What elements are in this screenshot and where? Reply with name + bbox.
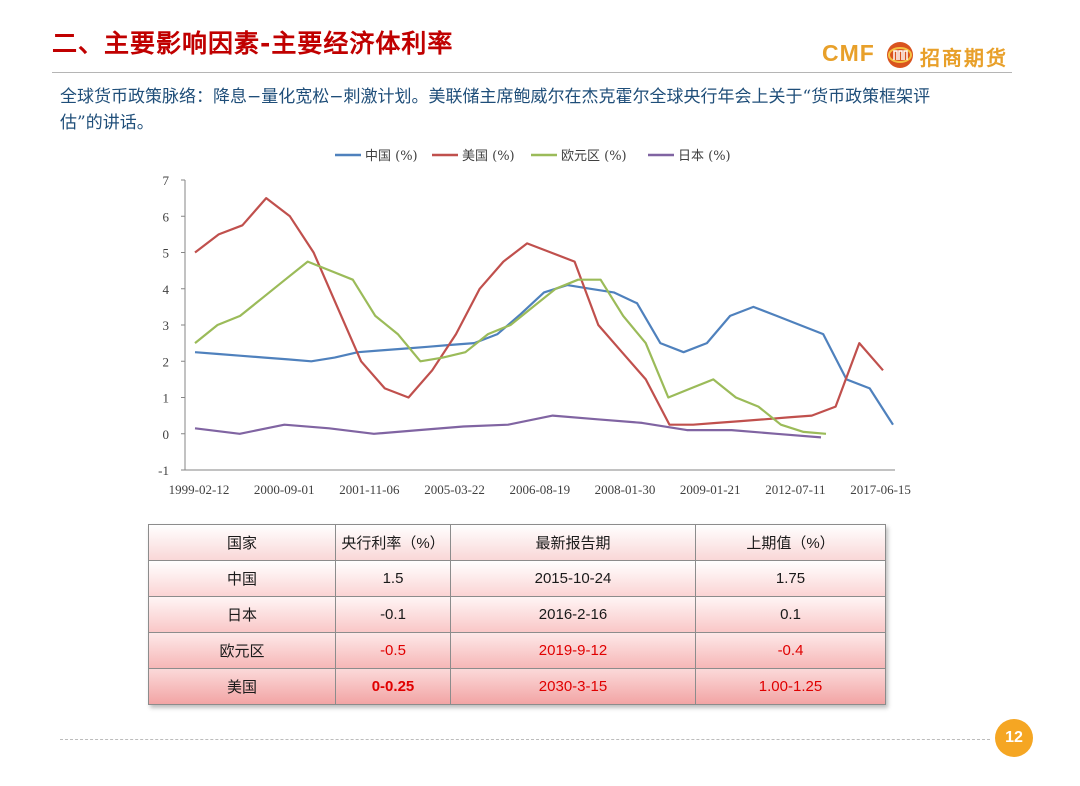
- legend-label: 中国 (%): [365, 149, 418, 164]
- cell-previous: 0.1: [695, 596, 886, 633]
- y-axis: 7 6 5 4 3 2 1 0 -1: [158, 173, 186, 478]
- page-number-badge: 12: [995, 719, 1033, 757]
- cell-rate: 1.5: [335, 560, 451, 597]
- legend-label: 日本 (%): [678, 149, 731, 164]
- y-tick-label: 0: [163, 427, 170, 442]
- interest-rate-table: 国家 央行利率（%） 最新报告期 上期值（%） 中国 1.5 2015-10-2…: [148, 524, 886, 705]
- x-tick-label: 2017-06-15: [850, 482, 911, 497]
- y-tick-label: 2: [163, 354, 170, 369]
- series-line-1: [194, 197, 884, 426]
- y-tick-label: 3: [163, 318, 170, 333]
- series-line-3: [194, 414, 822, 439]
- cell-report-date: 2019-9-12: [450, 632, 696, 669]
- x-tick-label: 2012-07-11: [765, 482, 825, 497]
- cell-rate: -0.5: [335, 632, 451, 669]
- footer-divider: [60, 739, 990, 740]
- cell-previous: 1.75: [695, 560, 886, 597]
- cell-report-date: 2030-3-15: [450, 668, 696, 705]
- cell-rate: -0.1: [335, 596, 451, 633]
- title-divider: [52, 72, 1012, 73]
- legend-label: 欧元区 (%): [561, 149, 627, 164]
- header-country: 国家: [148, 524, 336, 561]
- cell-previous: 1.00-1.25: [695, 668, 886, 705]
- y-tick-label: -1: [158, 463, 169, 478]
- series-line-0: [194, 284, 894, 426]
- logo-cmf-text: CMF: [822, 40, 875, 66]
- header-report-date: 最新报告期: [450, 524, 696, 561]
- x-axis: 1999-02-12 2000-09-01 2001-11-06 2005-03-22…: [169, 469, 911, 497]
- series-lines: [194, 197, 894, 439]
- x-tick-label: 2001-11-06: [339, 482, 400, 497]
- cell-country: 欧元区: [148, 632, 336, 669]
- logo-cn-text: 招商期货: [920, 46, 1008, 70]
- table-row: 美国 0-0.25 2030-3-15 1.00-1.25: [148, 668, 886, 705]
- table-header-row: 国家 央行利率（%） 最新报告期 上期值（%）: [148, 524, 886, 561]
- header-rate: 央行利率（%）: [335, 524, 451, 561]
- table-row: 中国 1.5 2015-10-24 1.75: [148, 560, 886, 597]
- company-logo: CMF 招商期货: [822, 40, 1022, 72]
- table-row: 日本 -0.1 2016-2-16 0.1: [148, 596, 886, 633]
- interest-rate-chart: 中国 (%) 美国 (%) 欧元区 (%) 日本 (%) 7 6 5 4 3 2 1 0 -1 199…: [158, 149, 911, 497]
- y-tick-label: 5: [163, 246, 170, 261]
- slide-title: 二、主要影响因素-主要经济体利率: [52, 29, 454, 58]
- x-tick-label: 1999-02-12: [169, 482, 230, 497]
- x-tick-label: 2000-09-01: [254, 482, 315, 497]
- y-tick-label: 6: [163, 209, 170, 224]
- y-tick-label: 4: [163, 282, 170, 297]
- cell-report-date: 2016-2-16: [450, 596, 696, 633]
- series-line-2: [194, 260, 827, 435]
- header-previous: 上期值（%）: [695, 524, 886, 561]
- chart-legend: 中国 (%) 美国 (%) 欧元区 (%) 日本 (%): [335, 149, 731, 164]
- cell-country: 日本: [148, 596, 336, 633]
- intro-text: 全球货币政策脉络：降息−量化宽松−刺激计划。美联储主席鲍威尔在杰克霍尔全球央行年…: [60, 87, 931, 133]
- x-tick-label: 2006-08-19: [509, 482, 570, 497]
- cell-country: 中国: [148, 560, 336, 597]
- cell-rate: 0-0.25: [335, 668, 451, 705]
- x-tick-label: 2008-01-30: [595, 482, 656, 497]
- cell-report-date: 2015-10-24: [450, 560, 696, 597]
- table-row: 欧元区 -0.5 2019-9-12 -0.4: [148, 632, 886, 669]
- logo-emblem-icon: [887, 42, 913, 68]
- x-tick-label: 2005-03-22: [424, 482, 485, 497]
- legend-label: 美国 (%): [462, 149, 515, 164]
- y-tick-label: 1: [163, 391, 170, 406]
- y-tick-label: 7: [163, 173, 170, 188]
- cell-previous: -0.4: [695, 632, 886, 669]
- x-tick-label: 2009-01-21: [680, 482, 741, 497]
- cell-country: 美国: [148, 668, 336, 705]
